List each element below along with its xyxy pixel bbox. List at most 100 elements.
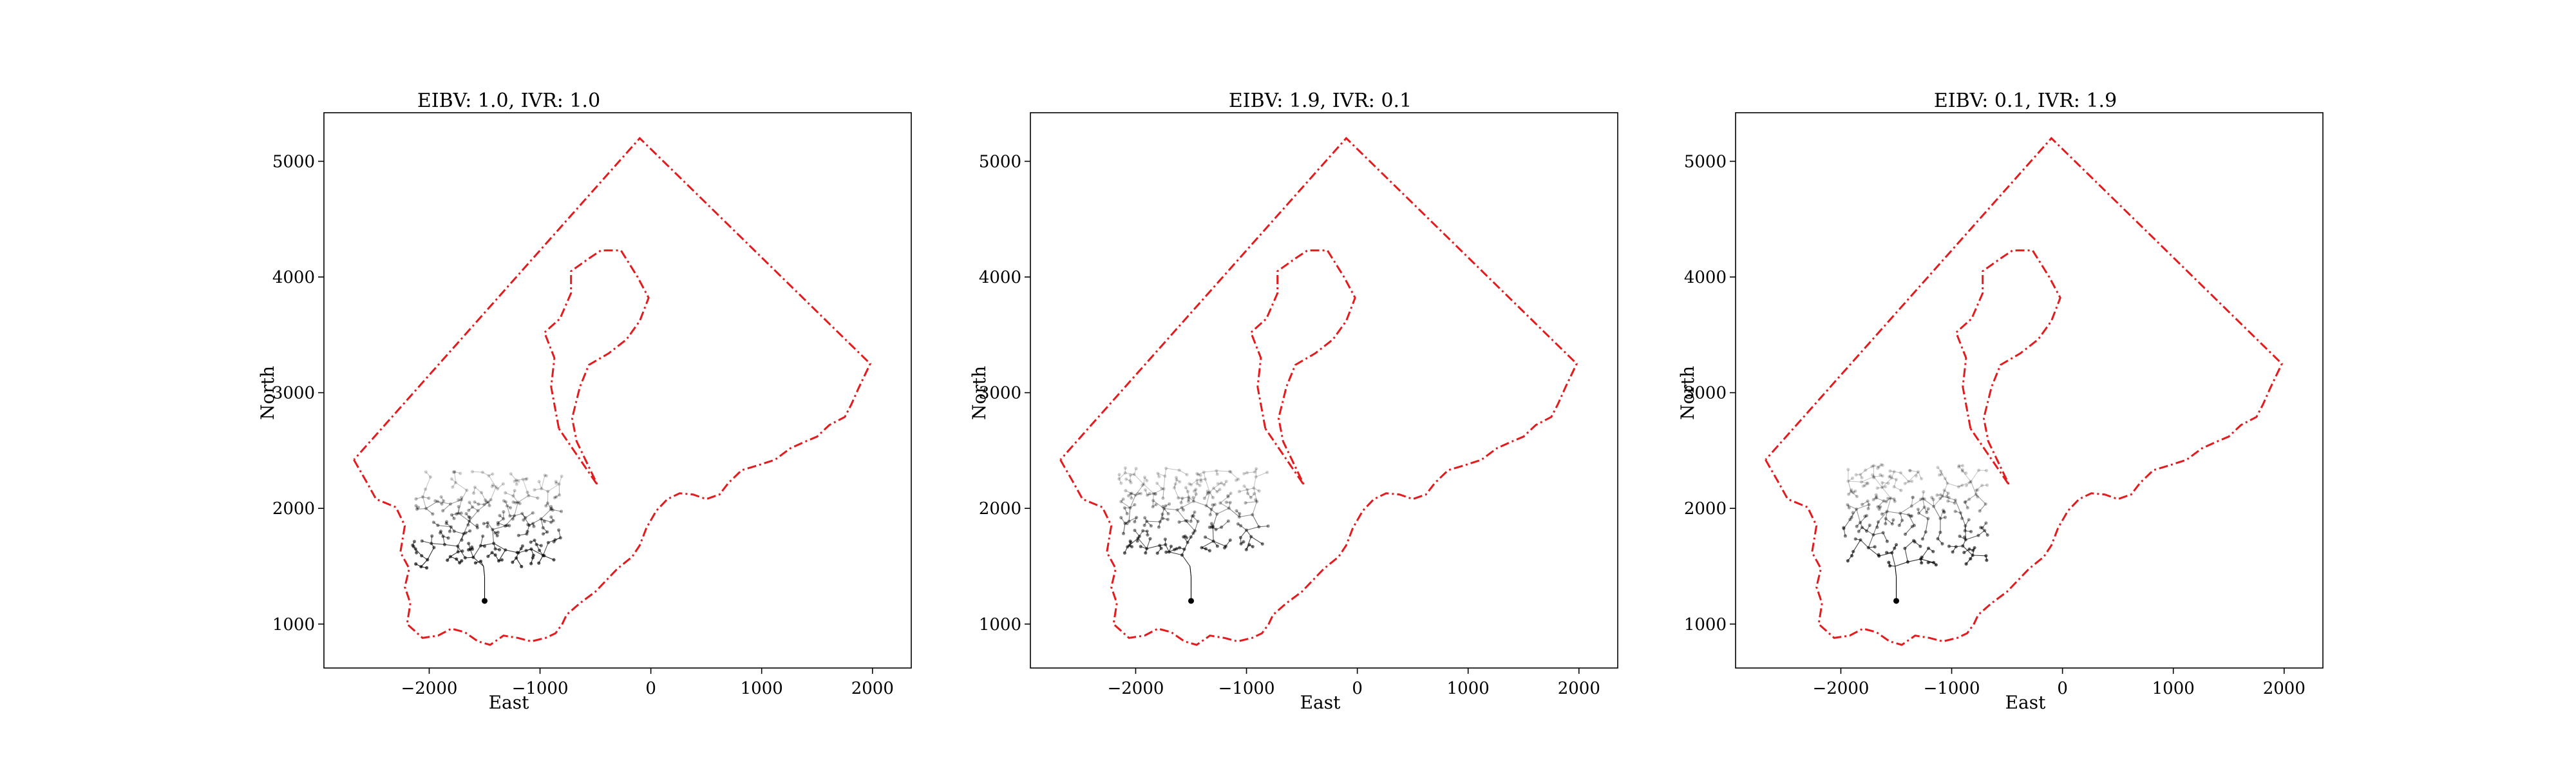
tree-node bbox=[505, 523, 509, 528]
tree-edge bbox=[1122, 523, 1126, 534]
tree-node bbox=[1964, 471, 1968, 475]
tree-node bbox=[1861, 502, 1864, 506]
y-axis-label: North bbox=[1677, 366, 1698, 420]
tree-node bbox=[431, 520, 436, 524]
tree-edge bbox=[449, 526, 451, 532]
tree-edge bbox=[1886, 498, 1891, 512]
tree-edge bbox=[1885, 511, 1888, 519]
x-tick-label: 0 bbox=[1352, 679, 1363, 698]
tree-node bbox=[1960, 468, 1964, 472]
tree-node bbox=[1143, 488, 1148, 492]
tree-node bbox=[1249, 495, 1253, 499]
tree-edge bbox=[415, 505, 418, 510]
tree-edge bbox=[1889, 476, 1892, 479]
tree-edge bbox=[514, 479, 516, 482]
tree-edge bbox=[1955, 500, 1961, 513]
tree-node bbox=[1226, 519, 1230, 523]
tree-node bbox=[1946, 481, 1949, 485]
tree-edge bbox=[454, 471, 460, 474]
tree-edge bbox=[495, 532, 498, 536]
tree-node bbox=[532, 524, 536, 528]
tree-edge bbox=[1964, 502, 1968, 508]
tree-node bbox=[454, 481, 458, 484]
tree-node bbox=[1254, 475, 1258, 479]
tree-node bbox=[1229, 491, 1233, 495]
tree-node bbox=[1193, 510, 1197, 514]
tree-node bbox=[460, 495, 464, 500]
tree-node bbox=[1967, 497, 1971, 501]
tree-edge bbox=[493, 484, 497, 488]
tree-node bbox=[1985, 558, 1989, 562]
tree-node bbox=[553, 496, 556, 500]
tree-node bbox=[511, 494, 515, 498]
tree-edge bbox=[541, 488, 549, 492]
tree-node bbox=[1943, 477, 1947, 481]
tree-edge bbox=[1973, 555, 1986, 557]
tree-node bbox=[552, 558, 556, 562]
tree-node bbox=[1224, 501, 1228, 504]
tree-node bbox=[496, 487, 500, 491]
tree-edge bbox=[1125, 490, 1136, 496]
y-tick-label: 3000 bbox=[979, 384, 1021, 403]
tree-node bbox=[1211, 524, 1215, 528]
tree-node bbox=[1919, 477, 1924, 481]
tree-edge bbox=[1873, 532, 1884, 535]
tree-edge bbox=[1875, 497, 1884, 502]
tree-node bbox=[467, 515, 471, 519]
y-tick-label: 1000 bbox=[272, 615, 315, 635]
tree-edge bbox=[558, 530, 561, 539]
tree-edge bbox=[452, 482, 457, 488]
axes-frame bbox=[323, 112, 912, 669]
tree-edge bbox=[551, 508, 553, 511]
tree-node bbox=[1119, 516, 1123, 520]
tree-node bbox=[1202, 470, 1206, 474]
tree-edge bbox=[1851, 491, 1854, 493]
tree-node bbox=[1122, 506, 1126, 510]
tree-node bbox=[424, 487, 428, 491]
tree-node bbox=[1215, 544, 1219, 548]
tree-node bbox=[505, 504, 509, 508]
tree-edge bbox=[1197, 479, 1201, 481]
tree-edge bbox=[1258, 526, 1269, 528]
tree-node bbox=[1892, 470, 1896, 473]
tree-node bbox=[473, 485, 477, 489]
tree-node bbox=[514, 501, 518, 505]
tree-edge bbox=[1193, 530, 1195, 533]
tree-edge bbox=[554, 494, 560, 499]
tree-edge bbox=[1197, 483, 1200, 486]
tree-node bbox=[501, 482, 506, 486]
tree-node bbox=[549, 506, 554, 510]
tree-node bbox=[1255, 500, 1259, 504]
tree-edge bbox=[528, 495, 538, 499]
tree-node bbox=[477, 502, 480, 506]
tree-node bbox=[1876, 466, 1880, 470]
tree-edge bbox=[547, 483, 560, 492]
tree-node bbox=[1880, 512, 1884, 516]
tree-node bbox=[1161, 517, 1165, 520]
tree-node bbox=[554, 479, 558, 484]
tree-edge bbox=[541, 518, 551, 523]
tree-edge bbox=[422, 496, 430, 499]
tree-edge bbox=[1181, 501, 1194, 508]
tree-edge bbox=[1164, 508, 1178, 511]
tree-edge bbox=[1205, 479, 1211, 493]
tree-edge bbox=[1864, 515, 1867, 517]
tree-node bbox=[513, 479, 516, 483]
tree-node bbox=[1175, 478, 1179, 482]
tree-edge bbox=[1130, 475, 1131, 481]
tree-edge bbox=[1164, 508, 1169, 514]
tree-node bbox=[1964, 484, 1968, 488]
tree-node bbox=[1879, 505, 1882, 509]
tree-node bbox=[1133, 528, 1137, 532]
tree-node bbox=[511, 560, 515, 564]
tree-edge bbox=[1877, 501, 1884, 508]
tree-edge bbox=[1146, 520, 1151, 526]
y-tick-label: 3000 bbox=[272, 384, 315, 403]
tree-node bbox=[428, 475, 433, 479]
tree-node bbox=[540, 487, 544, 491]
tree-edge bbox=[469, 510, 478, 522]
tree-node bbox=[491, 472, 495, 476]
tree-edge bbox=[1193, 501, 1207, 506]
tree-edge bbox=[514, 513, 522, 517]
